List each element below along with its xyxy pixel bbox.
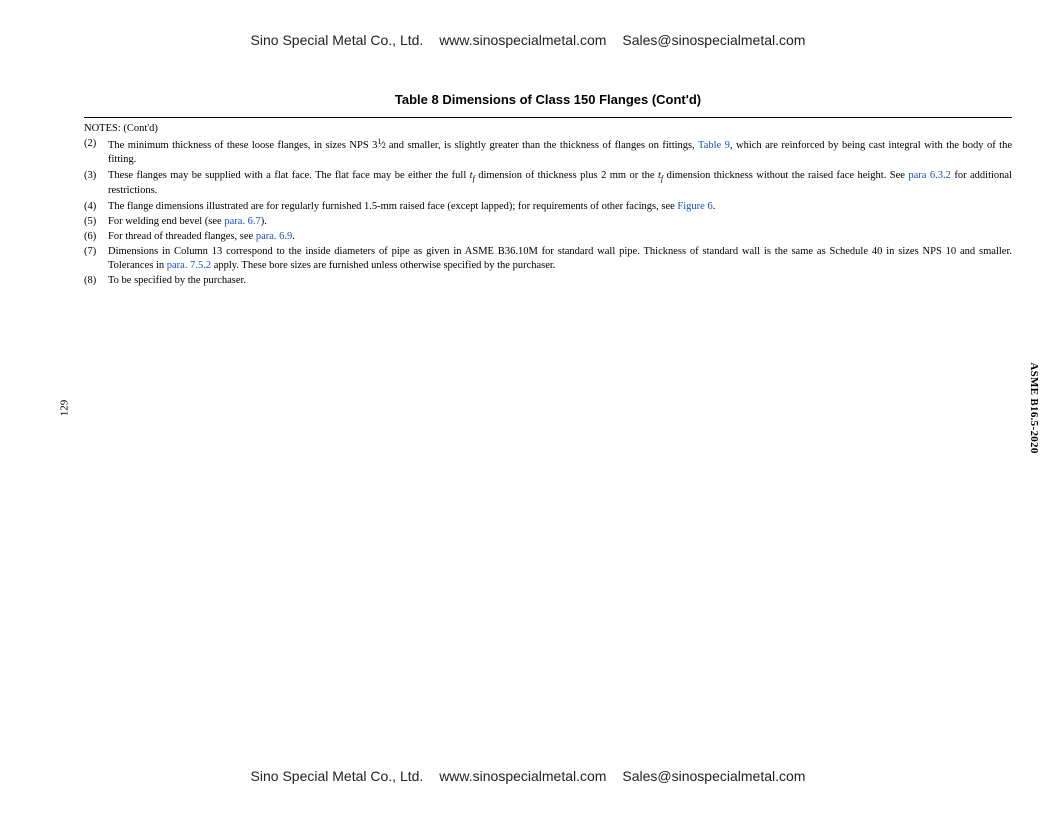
note-text: To be specified by the purchaser. [108, 274, 1012, 288]
cross-reference-link[interactable]: Table 9 [698, 140, 730, 151]
note-row: (6)For thread of threaded flanges, see p… [84, 230, 1012, 244]
note-row: (2)The minimum thickness of these loose … [84, 137, 1012, 167]
note-number: (6) [84, 230, 108, 244]
content-area: Table 8 Dimensions of Class 150 Flanges … [84, 92, 1012, 289]
note-row: (3)These flanges may be supplied with a … [84, 169, 1012, 199]
header-company: Sino Special Metal Co., Ltd. [251, 32, 424, 48]
fraction: 1⁄2 [377, 139, 385, 149]
note-row: (4)The flange dimensions illustrated are… [84, 200, 1012, 214]
note-number: (8) [84, 274, 108, 288]
header-url: www.sinospecialmetal.com [439, 32, 606, 48]
cross-reference-link[interactable]: para. 6.9 [256, 231, 292, 242]
cross-reference-link[interactable]: para 6.3.2 [908, 170, 951, 181]
notes-block: NOTES: (Cont'd) (2)The minimum thickness… [84, 117, 1012, 289]
footer-company: Sino Special Metal Co., Ltd. [251, 768, 424, 784]
note-text: The flange dimensions illustrated are fo… [108, 200, 1012, 214]
note-row: (7)Dimensions in Column 13 correspond to… [84, 245, 1012, 273]
footer-url: www.sinospecialmetal.com [439, 768, 606, 784]
note-text: Dimensions in Column 13 correspond to th… [108, 245, 1012, 273]
subscript: f [661, 174, 663, 183]
cross-reference-link[interactable]: Figure 6 [677, 201, 712, 212]
note-row: (5)For welding end bevel (see para. 6.7)… [84, 215, 1012, 229]
page-number: 129 [58, 400, 70, 417]
header-email: Sales@sinospecialmetal.com [622, 32, 805, 48]
note-number: (5) [84, 215, 108, 229]
note-text: For thread of threaded flanges, see para… [108, 230, 1012, 244]
cross-reference-link[interactable]: para. 6.7 [224, 216, 260, 227]
subscript: f [473, 174, 475, 183]
note-text: These flanges may be supplied with a fla… [108, 169, 1012, 199]
note-number: (2) [84, 137, 108, 151]
note-number: (3) [84, 169, 108, 183]
note-text: The minimum thickness of these loose fla… [108, 137, 1012, 167]
footer-email: Sales@sinospecialmetal.com [622, 768, 805, 784]
page-footer: Sino Special Metal Co., Ltd. www.sinospe… [0, 768, 1056, 784]
note-row: (8)To be specified by the purchaser. [84, 274, 1012, 288]
note-number: (4) [84, 200, 108, 214]
standard-label: ASME B16.5-2020 [1028, 362, 1040, 453]
table-title: Table 8 Dimensions of Class 150 Flanges … [84, 92, 1012, 107]
note-text: For welding end bevel (see para. 6.7). [108, 215, 1012, 229]
notes-header: NOTES: (Cont'd) [84, 122, 1012, 136]
cross-reference-link[interactable]: para. 7.5.2 [167, 260, 211, 271]
note-number: (7) [84, 245, 108, 259]
page-header: Sino Special Metal Co., Ltd. www.sinospe… [0, 32, 1056, 48]
